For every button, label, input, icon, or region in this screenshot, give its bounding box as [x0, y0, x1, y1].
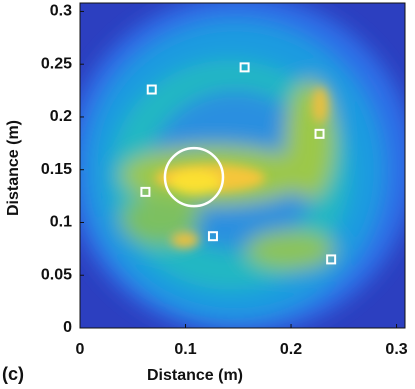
plot-frame [79, 2, 406, 329]
y-tick-label: 0.15 [41, 161, 72, 178]
y-tick-label: 0.3 [50, 3, 72, 20]
heatmap [80, 3, 405, 328]
x-tick-label: 0.3 [385, 341, 407, 358]
y-tick-label: 0.1 [50, 214, 72, 231]
marker [146, 84, 157, 95]
x-tick-label: 0.2 [280, 341, 302, 358]
panel-label: (c) [2, 364, 24, 384]
marker [207, 231, 218, 242]
marker [326, 254, 337, 265]
y-axis-label: Distance (m) [5, 120, 22, 216]
y-tick-label: 0 [63, 319, 72, 336]
y-tick-label: 0.05 [41, 266, 72, 283]
y-tick-label: 0.25 [41, 55, 72, 72]
marker [140, 186, 151, 197]
x-axis-label: Distance (m) [147, 367, 243, 384]
highlight-circle [163, 146, 225, 208]
x-tick-label: 0 [76, 341, 85, 358]
y-tick-label: 0.2 [50, 108, 72, 125]
marker [239, 62, 250, 73]
marker [314, 128, 325, 139]
x-tick-label: 0.1 [174, 341, 196, 358]
